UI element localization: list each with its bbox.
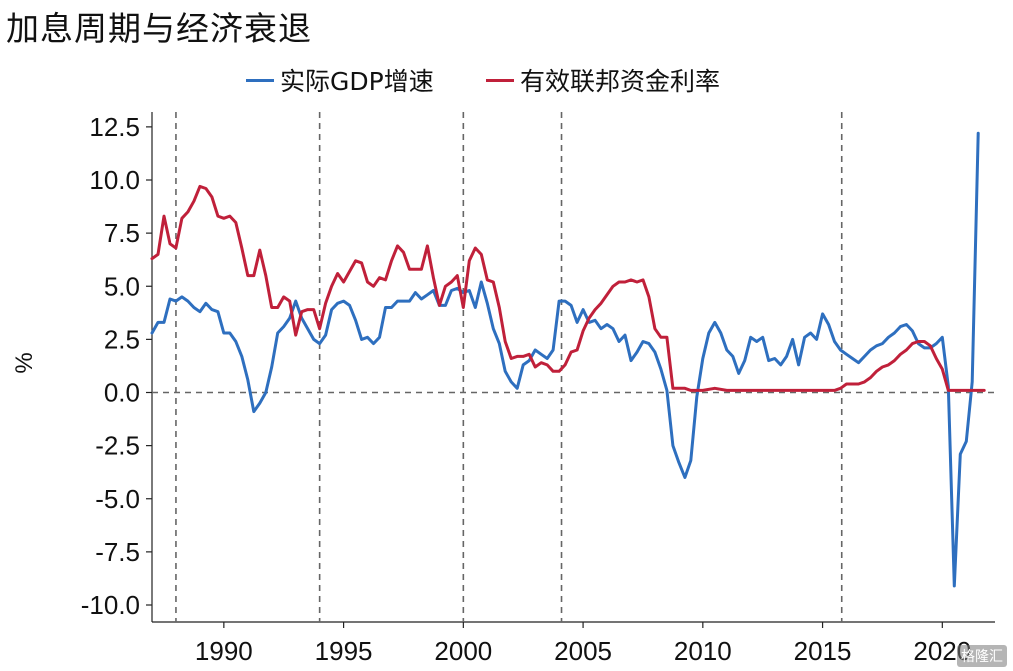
legend-item-fed-rate: 有效联邦资金利率: [486, 58, 720, 102]
chart-title: 加息周期与经济衰退: [6, 9, 312, 48]
x-tick-label: 2005: [554, 636, 612, 666]
x-tick-label: 2010: [674, 636, 732, 666]
legend: 实际GDP增速 有效联邦资金利率: [0, 58, 1013, 102]
y-tick-label: 12.5: [89, 112, 140, 142]
x-tick-label: 1995: [315, 636, 373, 666]
series-lines: [150, 131, 986, 588]
watermark: 格隆汇: [957, 645, 1007, 667]
x-tick-label: 1990: [195, 636, 253, 666]
y-tick-label: -10.0: [81, 590, 140, 620]
legend-swatch-gdp: [246, 78, 274, 82]
axes: [151, 112, 995, 623]
legend-label-gdp: 实际GDP增速: [280, 67, 434, 96]
y-tick-label: 5.0: [104, 271, 140, 301]
x-tick-label: 2000: [434, 636, 492, 666]
legend-swatch-fed-rate: [486, 78, 514, 82]
series-line-gdp: [150, 131, 980, 588]
y-tick-label: 10.0: [89, 165, 140, 195]
legend-label-fed-rate: 有效联邦资金利率: [520, 67, 721, 96]
y-tick-label: -2.5: [95, 431, 140, 461]
series-line-fed-rate: [150, 184, 986, 392]
y-tick-label: 2.5: [104, 324, 140, 354]
x-tick-labels: 1990 1995 2000 2005 2010 2015 2020: [195, 622, 971, 666]
y-tick-label: 7.5: [104, 218, 140, 248]
y-tick-label: 0.0: [104, 378, 140, 408]
y-tick-label: -7.5: [95, 537, 140, 567]
legend-item-gdp: 实际GDP增速: [246, 58, 434, 102]
x-tick-label: 2015: [794, 636, 852, 666]
y-tick-label: -5.0: [95, 484, 140, 514]
y-tick-labels: 12.5 10.0 7.5 5.0 2.5 0.0 -2.5 -5.0 -7.5 -10.0: [81, 112, 152, 620]
y-axis-label: %: [11, 352, 38, 373]
